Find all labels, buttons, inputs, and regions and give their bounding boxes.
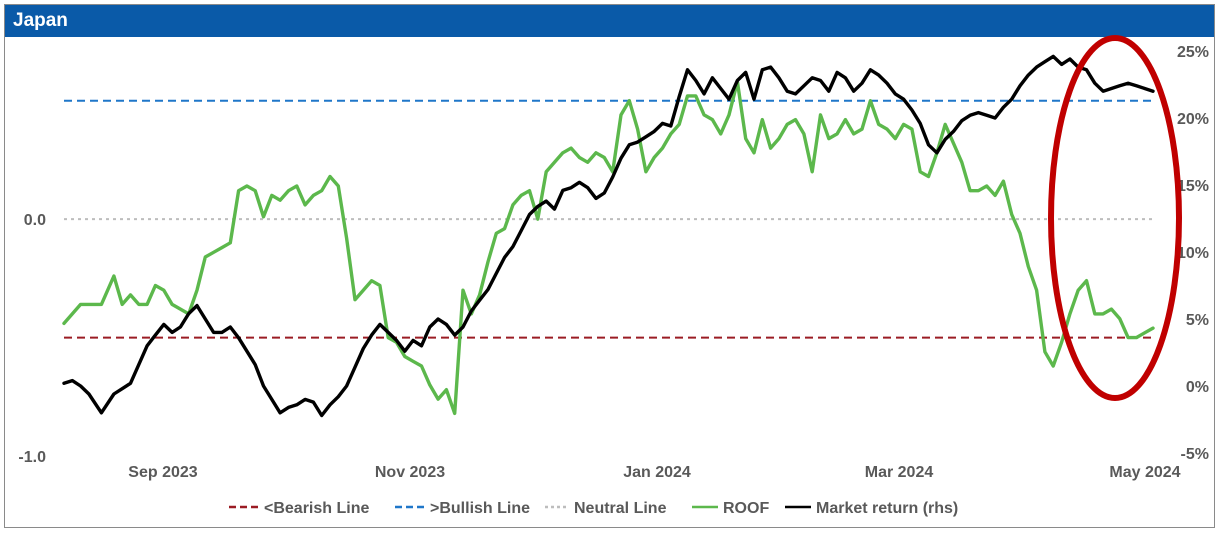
- x-tick-label: Mar 2024: [865, 464, 934, 481]
- legend-label: Neutral Line: [574, 500, 667, 517]
- highlight-ellipse: [1048, 35, 1182, 401]
- legend: <Bearish Line >Bullish Line Neutral Line RO…: [229, 500, 958, 517]
- x-axis-ticks: Sep 2023 Nov 2023 Jan 2024 Mar 2024 May 2024: [128, 464, 1180, 481]
- title-bar: Japan: [5, 5, 1214, 37]
- left-tick-label: -1.0: [18, 449, 46, 466]
- legend-label: >Bullish Line: [430, 500, 530, 517]
- chart-title: Japan: [13, 10, 68, 31]
- legend-label: <Bearish Line: [264, 500, 369, 517]
- left-tick-label: 0.0: [24, 212, 46, 229]
- legend-label: Market return (rhs): [816, 500, 958, 517]
- series-line-1: [62, 54, 1155, 418]
- left-axis-ticks: 0.0 -1.0: [18, 212, 46, 466]
- right-axis-ticks: 25% 20% 15% 10% 5% 0% -5%: [1177, 44, 1209, 463]
- x-tick-label: May 2024: [1109, 464, 1180, 481]
- right-tick-label: -5%: [1181, 446, 1209, 463]
- right-tick-label: 0%: [1186, 379, 1209, 396]
- x-tick-label: Sep 2023: [128, 464, 197, 481]
- reference-lines: [64, 99, 1153, 339]
- series-line-0: [62, 79, 1155, 416]
- right-tick-label: 5%: [1186, 312, 1209, 329]
- chart-frame: Japan: [4, 4, 1215, 528]
- series-layer: [62, 54, 1155, 418]
- right-tick-label: 10%: [1177, 245, 1209, 262]
- legend-label: ROOF: [723, 500, 769, 517]
- right-tick-label: 25%: [1177, 44, 1209, 61]
- x-tick-label: Nov 2023: [375, 464, 445, 481]
- x-tick-label: Jan 2024: [623, 464, 691, 481]
- right-tick-label: 15%: [1177, 178, 1209, 195]
- right-tick-label: 20%: [1177, 111, 1209, 128]
